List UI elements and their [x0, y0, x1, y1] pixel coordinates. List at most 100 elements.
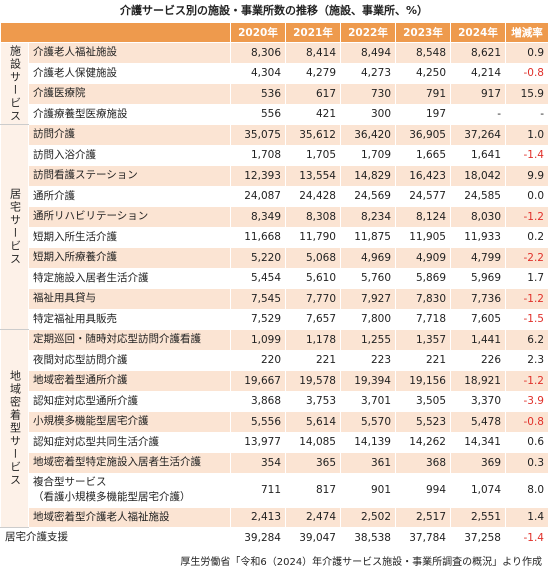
group-label: 居宅サービス	[0, 124, 29, 330]
value-cell: 791	[395, 83, 451, 105]
value-cell: 0.2	[505, 226, 548, 248]
row-label: 居宅介護支援	[0, 527, 231, 549]
value-cell: 3,505	[395, 390, 451, 412]
value-cell: 19,667	[230, 370, 286, 392]
row-label: 訪問入浴介護	[28, 144, 231, 166]
row-label: 訪問看護ステーション	[28, 165, 231, 187]
value-cell: 7,736	[450, 288, 506, 310]
row-label: 介護療養型医療施設	[28, 103, 231, 125]
value-cell: 24,585	[450, 185, 506, 207]
table-row: 夜間対応型訪問介護 220 221 223 221 226 2.3	[1, 349, 548, 371]
value-cell: 2,474	[285, 506, 341, 528]
value-cell: 4,909	[395, 247, 451, 269]
value-cell: 556	[230, 103, 286, 125]
value-cell: 1,705	[285, 144, 341, 166]
table-row: 介護老人保健施設 4,304 4,279 4,273 4,250 4,214 -0.8	[1, 62, 548, 84]
value-cell: 901	[340, 472, 396, 508]
value-cell: 8,124	[395, 206, 451, 228]
value-cell: 1,709	[340, 144, 396, 166]
value-cell: 14,262	[395, 431, 451, 453]
value-cell: 13,554	[285, 165, 341, 187]
row-label: 認知症対応型共同生活介護	[28, 431, 231, 453]
table-row: 小規模多機能型居宅介護 5,556 5,614 5,570 5,523 5,478 -0.8	[1, 411, 548, 433]
value-cell: 2,517	[395, 506, 451, 528]
row-label: 地域密着型通所介護	[28, 370, 231, 392]
value-cell: 5,478	[450, 411, 506, 433]
row-label: 地域密着型特定施設入居者生活介護	[28, 452, 231, 474]
value-cell: 0.0	[505, 185, 548, 207]
table-row: 介護医療院 536 617 730 791 917 15.9	[1, 83, 548, 105]
value-cell: 14,139	[340, 431, 396, 453]
group-label: 施設サービス	[0, 42, 29, 125]
row-label: 介護医療院	[28, 83, 231, 105]
value-cell: 0.6	[505, 431, 548, 453]
value-cell: 1,441	[450, 329, 506, 351]
value-cell: -1.4	[505, 144, 548, 166]
value-cell: 36,420	[340, 124, 396, 146]
value-cell: -3.9	[505, 390, 548, 412]
source-note: 厚生労働省「令和6（2024）年介護サービス施設・事業所調査の概況」より作成	[180, 556, 542, 568]
table-row: 訪問入浴介護 1,708 1,705 1,709 1,665 1,641 -1.4	[1, 144, 548, 166]
value-cell: 4,214	[450, 62, 506, 84]
value-cell: 7,545	[230, 288, 286, 310]
value-cell: 8,349	[230, 206, 286, 228]
value-cell: 1,357	[395, 329, 451, 351]
table-row: 短期入所生活介護 11,668 11,790 11,875 11,905 11,933 0.…	[1, 226, 548, 248]
table-row: 施設サービス 介護老人福祉施設 8,306 8,414 8,494 8,548 8,621 0…	[0, 42, 548, 125]
value-cell: 4,273	[340, 62, 396, 84]
value-cell: 15.9	[505, 83, 548, 105]
value-cell: 37,264	[450, 124, 506, 146]
table-row: 通所介護 24,087 24,428 24,569 24,577 24,585 0.0	[1, 185, 548, 207]
value-cell: 18,042	[450, 165, 506, 187]
value-cell: 221	[395, 349, 451, 371]
value-cell: 7,830	[395, 288, 451, 310]
value-cell: 5,614	[285, 411, 341, 433]
value-cell: 1,665	[395, 144, 451, 166]
table-row: 特定施設入居者生活介護 5,454 5,610 5,760 5,869 5,969 1.7	[1, 267, 548, 289]
value-cell: 14,341	[450, 431, 506, 453]
value-cell: 11,668	[230, 226, 286, 248]
table-row: 特定福祉用具販売 7,529 7,657 7,800 7,718 7,605 -1.5	[1, 308, 548, 330]
value-cell: 5,610	[285, 267, 341, 289]
value-cell: 3,753	[285, 390, 341, 412]
column-header: 2023年	[395, 22, 451, 43]
value-cell: 5,220	[230, 247, 286, 269]
row-label: 夜間対応型訪問介護	[28, 349, 231, 371]
value-cell: 1,641	[450, 144, 506, 166]
table-row: 地域密着型介護老人福祉施設 2,413 2,474 2,502 2,517 2,551 1.…	[1, 506, 548, 528]
row-label: 短期入所生活介護	[28, 226, 231, 248]
value-cell: 221	[285, 349, 341, 371]
row-label: 定期巡回・随時対応型訪問介護看護	[28, 329, 231, 351]
value-cell: 4,799	[450, 247, 506, 269]
value-cell: 421	[285, 103, 341, 125]
value-cell: 2,551	[450, 506, 506, 528]
value-cell: 368	[395, 452, 451, 474]
header-blank	[0, 22, 231, 43]
value-cell: 5,068	[285, 247, 341, 269]
value-cell: 220	[230, 349, 286, 371]
value-cell: 3,701	[340, 390, 396, 412]
value-cell: 7,605	[450, 308, 506, 330]
value-cell: 8,621	[450, 42, 506, 64]
column-header: 2021年	[285, 22, 341, 43]
value-cell: 223	[340, 349, 396, 371]
table-row: 地域密着型サービス 定期巡回・随時対応型訪問介護看護 1,099 1,178 1,255…	[0, 329, 548, 528]
value-cell: 13,977	[230, 431, 286, 453]
value-cell: 11,933	[450, 226, 506, 248]
table-row: 居宅介護支援 39,284 39,047 38,538 37,784 37,258 -1.4	[0, 527, 548, 549]
value-cell: 5,523	[395, 411, 451, 433]
row-label: 訪問介護	[28, 124, 231, 146]
value-cell: 617	[285, 83, 341, 105]
row-label: 短期入所療養介護	[28, 247, 231, 269]
value-cell: 7,529	[230, 308, 286, 330]
table-row: 認知症対応型共同生活介護 13,977 14,085 14,139 14,262 14,3…	[1, 431, 548, 453]
table-row: 福祉用具貸与 7,545 7,770 7,927 7,830 7,736 -1.2	[1, 288, 548, 310]
data-table: 2020年 2021年 2022年 2023年 2024年 増減率 施設サービス 介護老人福…	[0, 22, 548, 549]
value-cell: 7,718	[395, 308, 451, 330]
value-cell: 2.3	[505, 349, 548, 371]
column-header: 2022年	[340, 22, 396, 43]
value-cell: 3,370	[450, 390, 506, 412]
value-cell: -1.2	[505, 206, 548, 228]
value-cell: 37,258	[450, 527, 506, 549]
